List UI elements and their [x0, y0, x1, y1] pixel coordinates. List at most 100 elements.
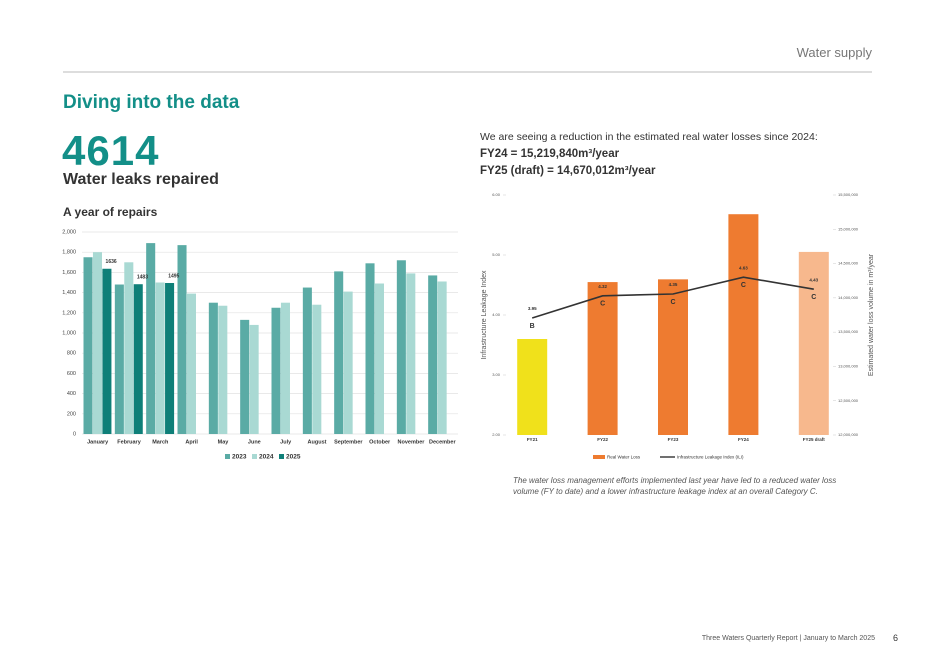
grade-label: B: [530, 323, 535, 330]
x-tick-label: April: [185, 439, 198, 445]
y-tick-label: 5.00: [492, 252, 501, 257]
x-tick-label: May: [218, 439, 230, 445]
data-label: 3.95: [528, 306, 537, 311]
data-label: 4.32: [598, 284, 607, 289]
x-tick-label: FY23: [668, 437, 679, 442]
legend-label: 2025: [286, 454, 301, 461]
bar: [374, 283, 384, 434]
bar: [365, 263, 375, 434]
bar: [146, 243, 156, 434]
y2-tick-label: 13,000,000: [838, 363, 859, 368]
data-label: 4.35: [669, 282, 678, 287]
bar: [83, 257, 93, 434]
bar: [155, 282, 165, 434]
y-tick-label: 3.00: [492, 372, 501, 377]
data-label: 1495: [168, 273, 179, 279]
section: Water supply: [796, 45, 872, 60]
bar: [133, 284, 143, 434]
bar: [271, 307, 281, 434]
bar: [102, 268, 112, 434]
bar: [92, 252, 102, 434]
footer-report: Three Waters Quarterly Report | January …: [701, 635, 875, 642]
bar: [177, 245, 187, 434]
y2-tick-label: 15,500,000: [838, 192, 859, 197]
legend-label: 2024: [259, 454, 274, 461]
x-tick-label: July: [280, 439, 292, 445]
bar: [437, 281, 447, 434]
grade-label: C: [811, 294, 816, 301]
x-tick-label: February: [117, 439, 141, 445]
caption: The water loss management efforts implem…: [513, 476, 837, 496]
y-tick-label: 2,000: [62, 229, 76, 235]
legend-label: 2023: [232, 454, 247, 461]
y2-axis-title: Estimated water loss volume in m³/year: [868, 253, 875, 376]
footer-page: 6: [893, 633, 899, 643]
y-tick-label: 2.00: [492, 432, 501, 437]
bar: [728, 214, 759, 435]
legend-label: Real Water Loss: [607, 455, 641, 460]
x-tick-label: March: [152, 439, 169, 445]
intro-fy25: FY25 (draft) = 14,670,012m³/year: [480, 165, 656, 177]
bar: [406, 273, 416, 434]
subtitle: A year of repairs: [63, 205, 158, 219]
stat: 4614: [62, 127, 160, 174]
x-tick-label: FY25 draft: [803, 437, 826, 442]
stat-label: Water leaks repaired: [63, 171, 219, 188]
y2-tick-label: 14,500,000: [838, 261, 859, 266]
y2-tick-label: 14,000,000: [838, 295, 859, 300]
legend-swatch: [593, 455, 605, 459]
line: [531, 276, 814, 319]
bar: [114, 284, 124, 434]
y-tick-label: 800: [67, 351, 76, 357]
legend-label: Infrastructure Leakage Index (ILI): [677, 455, 744, 460]
x-tick-label: August: [308, 439, 327, 445]
data-label: 4.63: [739, 265, 748, 270]
bar: [249, 324, 259, 434]
bar: [302, 287, 312, 434]
bar: [280, 302, 290, 434]
y-axis-title: Infrastructure Leakage Index: [481, 270, 488, 360]
y-tick-label: 400: [67, 391, 76, 397]
legend-swatch: [252, 454, 257, 459]
y2-tick-label: 13,500,000: [838, 329, 859, 334]
bar: [798, 251, 829, 435]
bar: [658, 279, 688, 435]
intro-fy24: FY24 = 15,219,840m³/year: [480, 148, 620, 160]
legend-swatch: [225, 454, 230, 459]
legend-swatch: [279, 454, 284, 459]
x-tick-label: December: [429, 439, 456, 445]
y-tick-label: 200: [67, 411, 76, 417]
x-tick-label: November: [398, 439, 426, 445]
y-tick-label: 1,000: [62, 330, 76, 336]
y-tick-label: 0: [73, 431, 76, 437]
y-tick-label: 1,400: [62, 290, 76, 296]
bar: [218, 305, 228, 434]
x-tick-label: October: [369, 439, 391, 445]
bar: [186, 293, 196, 434]
x-tick-label: June: [248, 439, 261, 445]
y-tick-label: 600: [67, 371, 76, 377]
bar: [428, 275, 438, 434]
data-label: 4.43: [809, 277, 818, 282]
y2-tick-label: 15,000,000: [838, 226, 859, 231]
y-tick-label: 6.00: [492, 192, 501, 197]
y-tick-label: 1,800: [62, 250, 76, 256]
grade-label: C: [600, 301, 605, 308]
intro-text: We are seeing a reduction in the estimat…: [480, 131, 818, 143]
x-tick-label: FY22: [597, 437, 608, 442]
x-tick-label: September: [334, 439, 363, 445]
title: Diving into the data: [63, 92, 240, 113]
y2-tick-label: 12,500,000: [838, 398, 859, 403]
bar: [240, 319, 250, 434]
bar: [587, 282, 618, 435]
y2-tick-label: 12,000,000: [838, 432, 859, 437]
bar: [124, 262, 134, 434]
bar: [165, 283, 175, 434]
bar: [208, 302, 218, 434]
bar: [334, 271, 344, 434]
x-tick-label: FY21: [527, 437, 538, 442]
x-tick-label: FY24: [738, 437, 749, 442]
y-tick-label: 1,200: [62, 310, 76, 316]
